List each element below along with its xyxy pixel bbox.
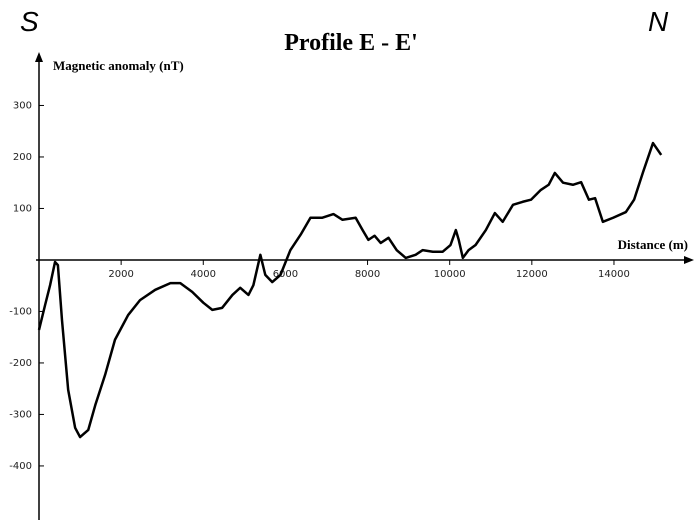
- x-tick-label: 10000: [434, 269, 466, 280]
- x-tick-label: 6000: [273, 269, 298, 280]
- y-axis-label: Magnetic anomaly (nT): [53, 58, 184, 73]
- y-tick-label: 200: [13, 152, 32, 163]
- x-tick-label: 14000: [598, 269, 630, 280]
- y-tick-label: 100: [13, 203, 32, 214]
- corner-label: N: [648, 6, 669, 37]
- x-tick-label: 2000: [108, 269, 133, 280]
- x-tick-label: 4000: [191, 269, 216, 280]
- x-tick-label: 12000: [516, 269, 548, 280]
- y-tick-label: -400: [9, 461, 32, 472]
- corner-label: S: [20, 6, 39, 37]
- y-tick-label: -200: [9, 358, 32, 369]
- y-tick-label: 300: [13, 100, 32, 111]
- data-line: [37, 141, 663, 439]
- y-tick-label: -300: [9, 409, 32, 420]
- y-axis-arrow: [35, 52, 43, 62]
- x-axis-label: Distance (m): [618, 237, 688, 252]
- y-tick-label: -100: [9, 306, 32, 317]
- x-axis-arrow: [684, 256, 694, 264]
- chart-title: Profile E - E': [284, 30, 418, 56]
- x-tick-label: 8000: [355, 269, 380, 280]
